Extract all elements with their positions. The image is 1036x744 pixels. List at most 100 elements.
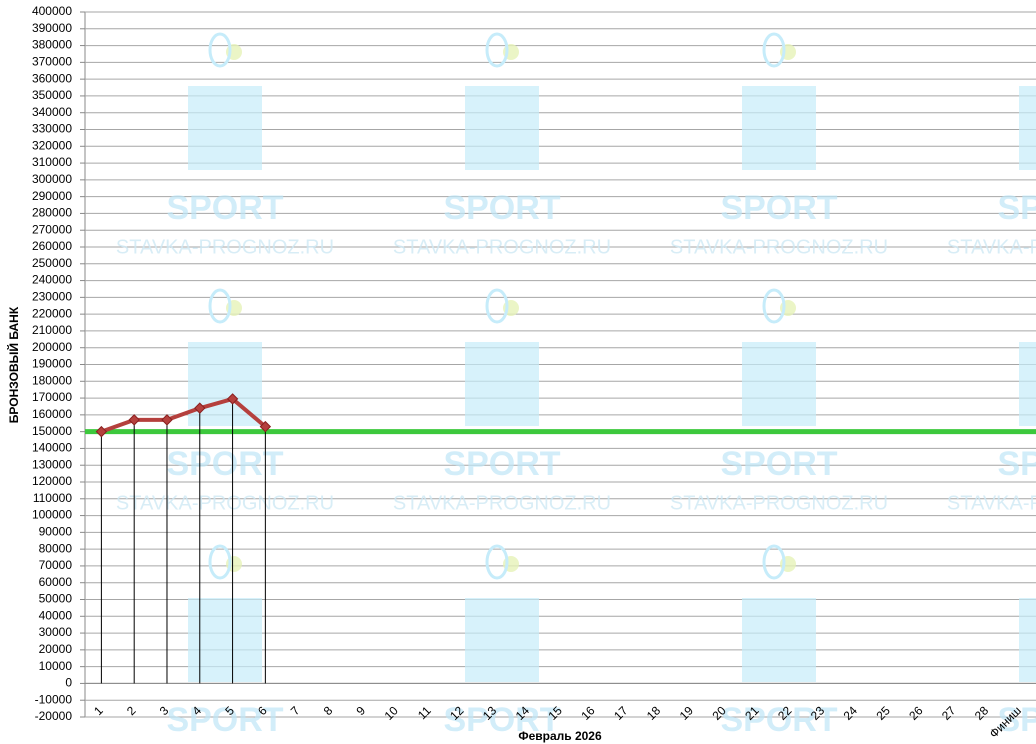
y-tick-label: 330000 xyxy=(32,122,72,136)
y-tick-label: 400000 xyxy=(32,4,72,18)
x-tick-label: 9 xyxy=(353,703,368,718)
y-tick-label: 360000 xyxy=(32,71,72,85)
y-tick-label: 60000 xyxy=(39,575,73,589)
y-tick-label: 130000 xyxy=(32,457,72,471)
y-tick-label: 50000 xyxy=(39,592,73,606)
y-tick-label: 70000 xyxy=(39,558,73,572)
watermark-logo xyxy=(465,86,539,170)
y-tick-label: 280000 xyxy=(32,206,72,220)
watermark-racket xyxy=(762,32,786,68)
y-tick-label: 210000 xyxy=(32,323,72,337)
y-tick-label: 380000 xyxy=(32,38,72,52)
x-tick-label: 1 xyxy=(91,703,106,718)
point-marker xyxy=(95,425,108,438)
x-tick-label: 24 xyxy=(841,703,861,723)
watermark-title: SPORT xyxy=(997,445,1036,483)
watermark-url: STAVKA-PROGNOZ.RU xyxy=(393,236,611,258)
y-tick-label: 390000 xyxy=(32,21,72,35)
y-tick-label: 120000 xyxy=(32,474,72,488)
y-axis-title: БРОНЗОВЫЙ БАНК xyxy=(6,306,21,423)
watermark-title: SPORT xyxy=(443,445,560,483)
x-tick-label: 10 xyxy=(382,703,402,723)
x-tick-label: 2 xyxy=(124,703,139,718)
y-tick-label: 220000 xyxy=(32,306,72,320)
watermark-racket xyxy=(208,288,232,324)
y-tick-label: 250000 xyxy=(32,256,72,270)
y-tick-label: 0 xyxy=(65,676,72,690)
watermark-title: SPORT xyxy=(166,701,283,739)
watermark-title: SPORT xyxy=(997,701,1036,739)
y-tick-label: 90000 xyxy=(39,525,73,539)
y-tick-label: 320000 xyxy=(32,138,72,152)
watermark-title: SPORT xyxy=(720,189,837,227)
x-tick-label: 28 xyxy=(972,703,992,723)
x-axis-title: Февраль 2026 xyxy=(518,729,602,743)
watermark-logo xyxy=(465,598,539,682)
watermark-title: SPORT xyxy=(166,189,283,227)
y-tick-label: 180000 xyxy=(32,373,72,387)
watermark-logo xyxy=(465,342,539,426)
y-tick-label: 190000 xyxy=(32,357,72,371)
y-tick-label: 40000 xyxy=(39,608,73,622)
watermark-logo xyxy=(1019,86,1036,170)
x-tick-label: 7 xyxy=(288,703,303,718)
watermark-racket xyxy=(208,544,232,580)
y-tick-label: 270000 xyxy=(32,222,72,236)
y-tick-label: 30000 xyxy=(39,625,73,639)
watermark-url: STAVKA-PROGNOZ.RU xyxy=(116,236,334,258)
watermark-url: STAVKA-PROGNOZ.RU xyxy=(947,236,1036,258)
y-tick-label: 20000 xyxy=(39,642,73,656)
y-tick-label: 170000 xyxy=(32,390,72,404)
series-line xyxy=(100,396,267,434)
watermark-logo xyxy=(1019,342,1036,426)
x-tick-label: 19 xyxy=(677,703,697,723)
y-tick-label: 230000 xyxy=(32,290,72,304)
y-tick-label: 110000 xyxy=(33,491,72,505)
watermark-title: SPORT xyxy=(720,701,837,739)
y-tick-label: 260000 xyxy=(32,239,72,253)
y-tick-label: 150000 xyxy=(32,424,72,438)
watermark-racket xyxy=(208,32,232,68)
watermark-title: SPORT xyxy=(443,701,560,739)
y-tick-label: 80000 xyxy=(39,541,73,555)
watermark-logo xyxy=(1019,598,1036,682)
watermark-racket xyxy=(762,288,786,324)
watermark-logo xyxy=(742,342,816,426)
watermark-racket xyxy=(485,32,509,68)
y-tick-label: 340000 xyxy=(32,105,72,119)
watermark-title: SPORT xyxy=(720,445,837,483)
x-tick-label: 16 xyxy=(578,703,598,723)
watermark-logo xyxy=(742,86,816,170)
y-tick-label: 310000 xyxy=(32,155,72,169)
x-tick-label: 17 xyxy=(611,703,631,723)
x-tick-label: 26 xyxy=(906,703,926,723)
y-tick-label: 240000 xyxy=(32,273,72,287)
watermark-title: SPORT xyxy=(443,189,560,227)
y-tick-label: 160000 xyxy=(32,407,72,421)
watermark-logo xyxy=(188,86,262,170)
watermark-url: STAVKA-PROGNOZ.RU xyxy=(670,492,888,514)
y-tick-label: 100000 xyxy=(32,508,72,522)
x-tick-label: 8 xyxy=(321,703,336,718)
watermark-url: STAVKA-PROGNOZ.RU xyxy=(670,236,888,258)
x-tick-label: 11 xyxy=(415,703,434,722)
point-marker xyxy=(226,393,239,405)
watermark-title: SPORT xyxy=(166,445,283,483)
watermark-url: STAVKA-PROGNOZ.RU xyxy=(393,492,611,514)
point-marker xyxy=(259,420,272,433)
y-tick-label: 10000 xyxy=(39,659,73,673)
y-tick-label: 200000 xyxy=(32,340,72,354)
x-tick-label: 18 xyxy=(644,703,664,723)
watermark-title: SPORT xyxy=(997,189,1036,227)
watermark-logo xyxy=(188,598,262,682)
y-tick-label: 350000 xyxy=(32,88,72,102)
point-marker xyxy=(161,414,173,426)
y-tick-label: 290000 xyxy=(32,189,72,203)
y-tick-label: 140000 xyxy=(32,441,72,455)
y-tick-label: 370000 xyxy=(32,55,72,69)
x-tick-label: 27 xyxy=(939,703,959,723)
y-tick-label: -20000 xyxy=(35,709,73,723)
point-marker xyxy=(194,402,206,414)
x-tick-label: 25 xyxy=(873,703,893,723)
